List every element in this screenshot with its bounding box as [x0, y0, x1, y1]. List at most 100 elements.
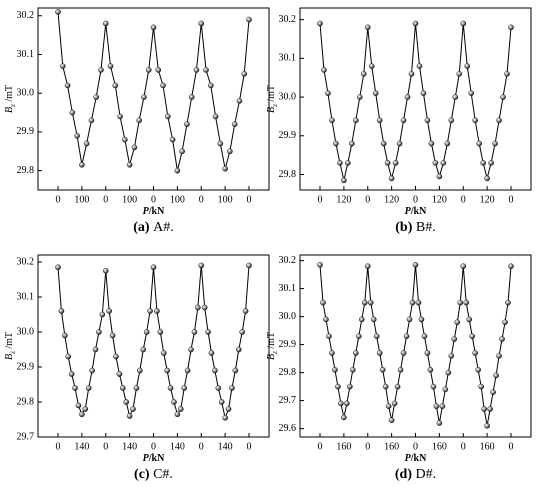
data-point	[227, 148, 233, 155]
data-point	[184, 367, 191, 374]
data-point	[404, 94, 411, 100]
data-point	[157, 329, 164, 335]
data-point	[321, 67, 327, 73]
data-point	[476, 140, 482, 147]
plot-frame	[299, 7, 532, 191]
y-tick-label: 30.2	[17, 256, 35, 267]
y-label-symbol: B	[4, 354, 15, 360]
data-point	[373, 333, 380, 340]
data-point	[380, 140, 387, 147]
data-point	[333, 140, 339, 147]
caption-label: (a)	[133, 220, 150, 235]
data-point	[337, 160, 343, 166]
y-tick-label: 30.0	[279, 311, 297, 322]
data-point	[150, 24, 157, 31]
data-point	[356, 94, 363, 100]
data-point	[181, 385, 187, 391]
y-axis-label: Bz /mT	[4, 85, 16, 113]
data-point	[205, 329, 211, 335]
data-point	[145, 67, 152, 73]
data-point	[242, 308, 249, 314]
data-point	[126, 413, 133, 419]
data-point	[241, 71, 248, 77]
x-tick-label: 0	[151, 441, 156, 452]
data-point	[358, 316, 365, 323]
x-tick-label: 120	[480, 194, 495, 205]
data-point	[171, 399, 177, 405]
data-point	[69, 109, 76, 116]
y-tick-label: 29.9	[279, 339, 297, 350]
data-point	[179, 148, 185, 155]
data-point	[493, 372, 499, 379]
data-point	[452, 94, 459, 100]
data-point	[99, 311, 106, 318]
data-point	[236, 98, 243, 104]
x-tick-label: 160	[384, 441, 399, 452]
data-point	[79, 162, 85, 168]
y-tick-label: 30.1	[17, 291, 35, 302]
data-point	[416, 63, 423, 69]
data-point	[415, 299, 422, 306]
x-tick-label: 0	[318, 441, 323, 452]
x-tick-label: 120	[384, 194, 399, 205]
data-point	[212, 367, 218, 374]
y-tick-label: 29.8	[279, 169, 297, 180]
data-point	[212, 113, 219, 120]
data-point	[496, 117, 502, 124]
data-point	[388, 417, 395, 424]
data-point	[83, 140, 90, 147]
data-point	[349, 140, 355, 147]
data-point	[368, 63, 375, 69]
data-point	[488, 160, 494, 166]
data-point	[74, 132, 80, 139]
x-tick-label: 0	[509, 441, 514, 452]
data-point	[451, 336, 458, 342]
data-point	[136, 117, 142, 124]
x-tick-label: 120	[432, 194, 447, 205]
data-point	[481, 406, 487, 412]
data-point	[364, 24, 371, 31]
data-point	[225, 406, 232, 412]
y-label-subscript: z	[271, 351, 279, 355]
x-tick-label: 100	[218, 194, 233, 205]
data-point	[448, 117, 455, 124]
data-point	[188, 94, 195, 100]
x-tick-label: 160	[336, 441, 351, 452]
data-point	[376, 117, 383, 124]
y-label-symbol: B	[4, 107, 15, 113]
data-point	[246, 262, 252, 269]
x-label-symbol: P	[143, 206, 150, 217]
x-tick-label: 0	[509, 194, 514, 205]
data-point	[502, 319, 508, 326]
caption-text: A#.	[153, 220, 174, 235]
data-point	[424, 350, 431, 356]
x-tick-label: 0	[103, 441, 108, 452]
data-point	[475, 366, 481, 373]
data-point	[376, 350, 383, 356]
y-axis-label: Bz /mT	[266, 332, 278, 360]
data-point	[353, 350, 359, 356]
data-point	[457, 299, 464, 306]
data-point	[428, 140, 435, 147]
data-point	[400, 117, 407, 124]
data-point	[500, 94, 506, 100]
subplot: 29.7 29.8 29.9 30.0 30.1 30.2 0 140 0 140 0 140 0 140…	[4, 254, 270, 482]
data-point	[193, 67, 200, 73]
data-point	[150, 264, 157, 271]
caption: (b) B#.	[395, 220, 435, 235]
x-tick-label: 0	[365, 441, 370, 452]
data-point	[397, 366, 404, 373]
caption-label: (b)	[395, 220, 412, 235]
data-point	[396, 140, 403, 147]
x-axis-label: P/kN	[143, 206, 165, 217]
y-tick-label: 29.9	[17, 361, 35, 372]
data-point	[394, 383, 401, 390]
data-point	[448, 352, 455, 359]
data-point	[385, 403, 392, 410]
data-point	[454, 319, 461, 326]
data-point	[195, 304, 201, 311]
data-point	[335, 383, 341, 390]
y-label-symbol: B	[266, 354, 277, 360]
x-label-symbol: P	[143, 453, 150, 464]
x-tick-label: 100	[122, 194, 137, 205]
